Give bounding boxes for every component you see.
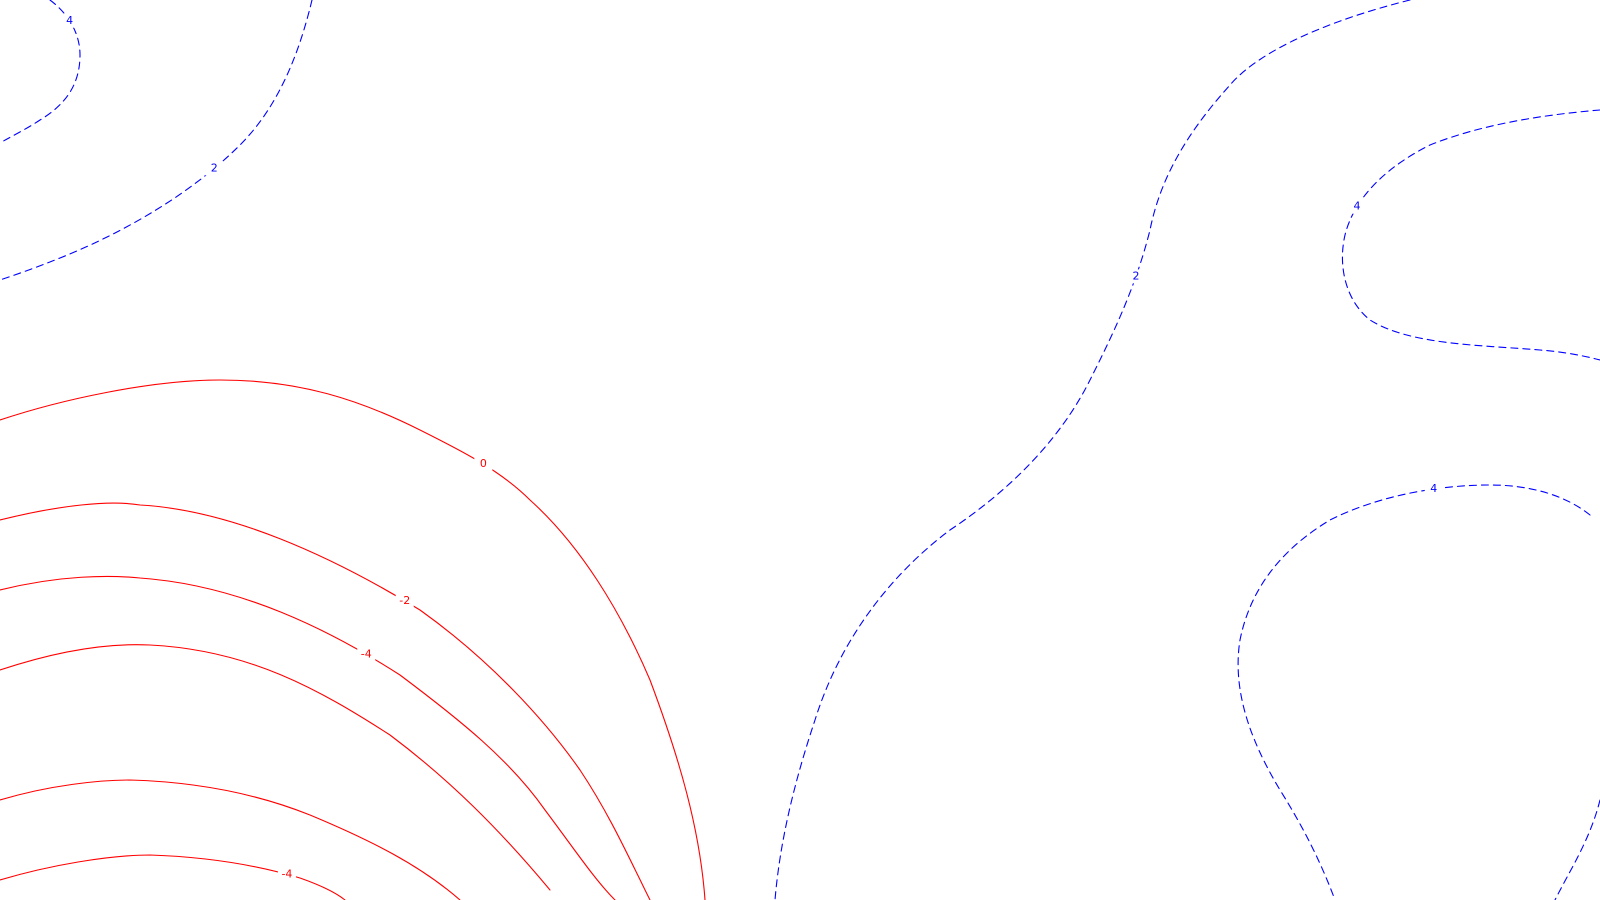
contour-line-4-top-left [0,0,81,144]
contour-line-minus-4-a [0,575,616,900]
contour-label-neg-4a: -4 [361,647,372,660]
contour-line-2-middle [774,0,1411,900]
contour-labels: 0 -2 -4 -4 4 2 2 4 4 [60,13,1443,882]
contour-line-4-top-right [1341,109,1600,361]
contour-label-bg [60,13,79,28]
contour-line-minus-4-d [0,854,346,900]
contour-label-bg [1424,482,1443,497]
contour-label-pos-2-mid: 2 [1132,269,1139,282]
contour-line-0 [0,379,706,900]
contour-line-2-top-left [0,0,313,281]
contour-line-minus-4-b [0,644,551,891]
contour-label-pos-4-br: 4 [1430,482,1437,495]
contour-label-pos-2-tl: 2 [211,161,218,174]
contour-line-4-right-edge [1554,799,1600,900]
contour-label-bg [395,593,414,608]
contour-line-4-bottom-right [1237,484,1591,900]
contour-label-bg [357,647,376,662]
contour-label-pos-4-tl: 4 [66,14,73,27]
contour-label-bg [277,867,296,882]
contour-label-neg-0: 0 [480,457,487,470]
contour-label-neg-2: -2 [399,594,410,607]
contour-label-bg [1126,269,1145,284]
contour-label-bg [1347,199,1366,214]
contour-label-pos-4-tr: 4 [1353,200,1360,213]
contour-line-minus-2 [0,502,651,900]
contour-label-neg-4d: -4 [281,867,292,880]
contour-label-bg [474,457,493,472]
contour-label-bg [205,161,224,176]
contour-line-minus-4-c [0,779,461,900]
